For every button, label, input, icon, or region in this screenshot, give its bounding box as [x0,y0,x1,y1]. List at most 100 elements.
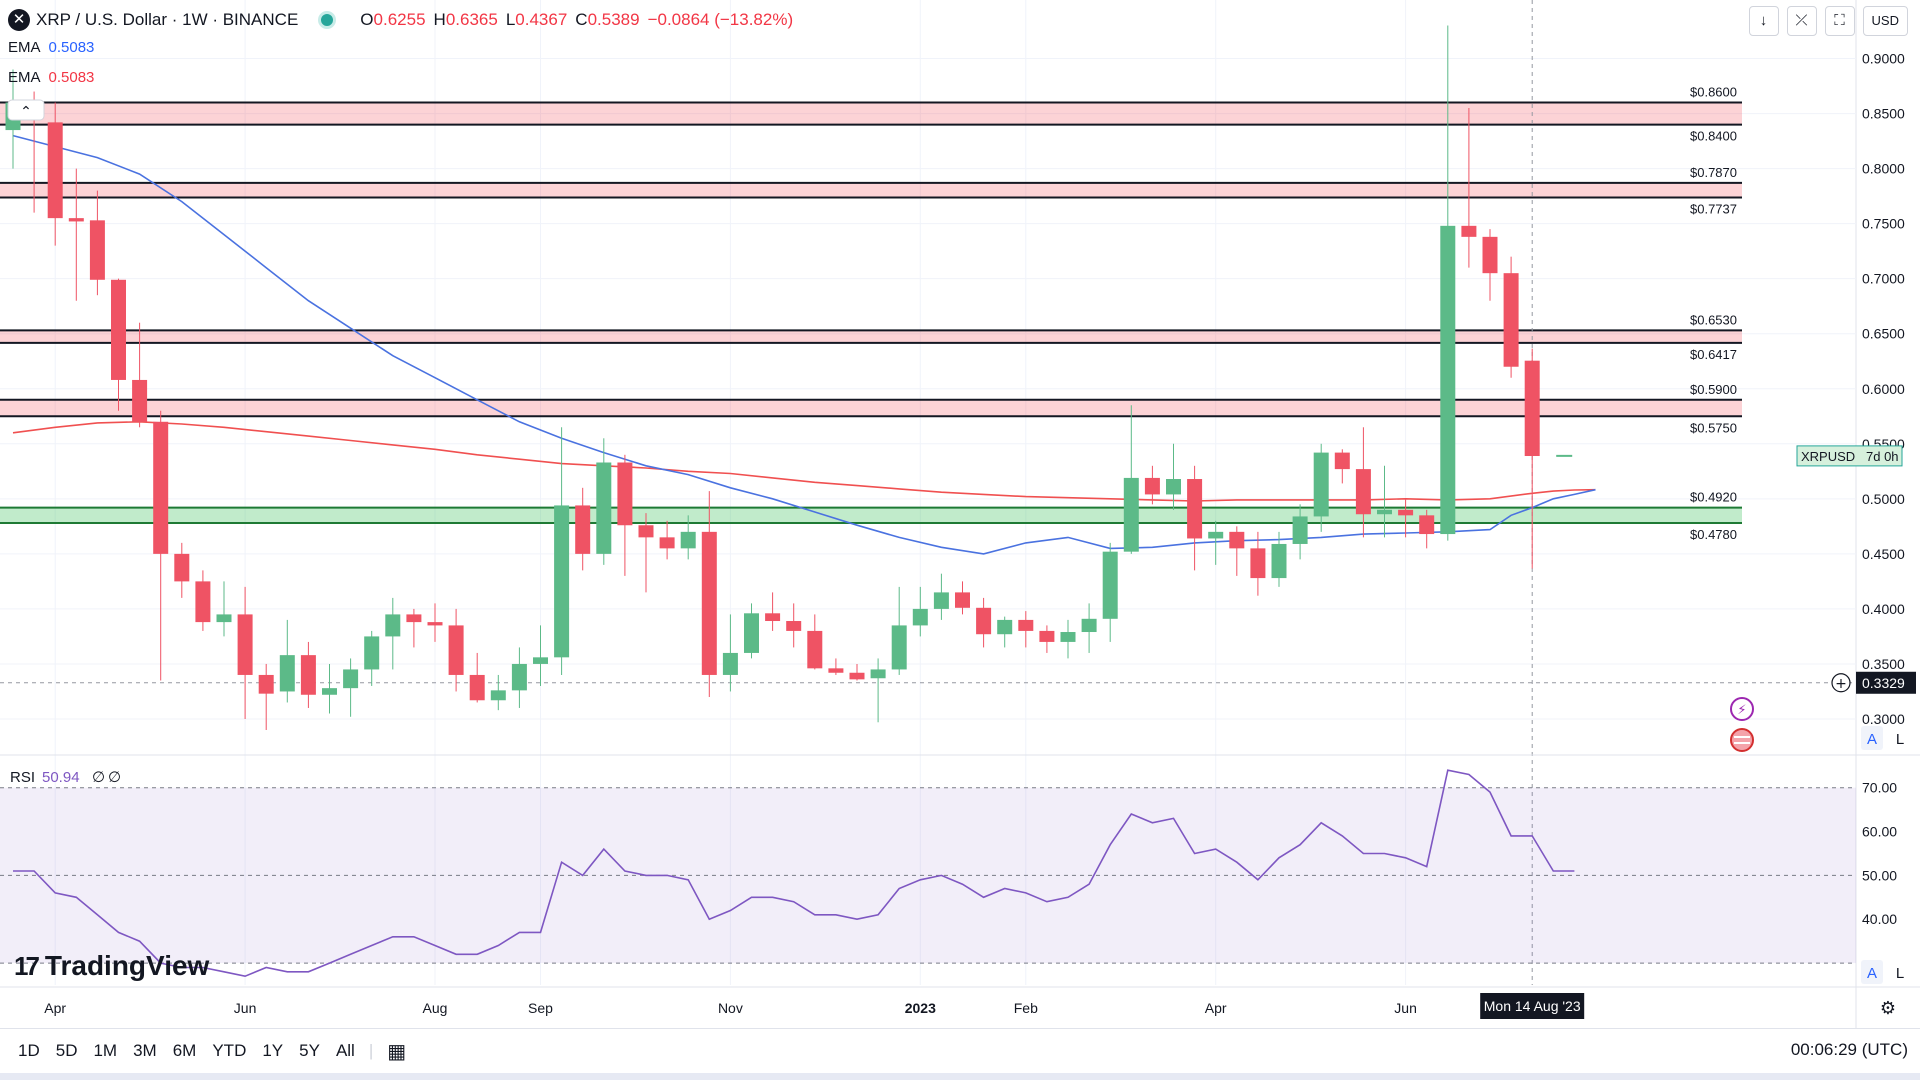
tf-1d[interactable]: 1D [18,1041,40,1060]
candle[interactable] [343,669,359,689]
collapse-legend-button[interactable] [7,99,45,121]
tf-5y[interactable]: 5Y [299,1041,320,1060]
tf-5d[interactable]: 5D [55,1041,78,1060]
candle[interactable] [765,613,781,622]
candle[interactable] [153,421,169,554]
candle[interactable] [744,613,759,653]
candle[interactable] [258,674,274,694]
candle[interactable] [511,663,527,691]
symbol-title[interactable]: XRP / U.S. Dollar · 1W · BINANCE [36,10,299,29]
candle[interactable] [1250,548,1266,579]
currency-selector[interactable]: USD [1862,6,1908,36]
candle[interactable] [976,607,992,635]
candle[interactable] [722,652,738,675]
us-flag-event-icon[interactable] [1730,728,1754,752]
candle[interactable] [891,625,907,670]
tf-all[interactable]: All [335,1041,355,1060]
price-chart[interactable]: 0.9000 0.8500 0.8000 0.7500 0.7000 0.6500 0.60… [0,0,1920,1028]
tf-ytd[interactable]: YTD [212,1041,247,1060]
candle[interactable] [47,122,63,219]
candle[interactable] [216,614,232,623]
candle[interactable] [1271,543,1287,579]
candle[interactable] [385,614,401,637]
candle[interactable] [1102,551,1118,619]
candle[interactable] [1166,479,1181,495]
candle[interactable] [364,636,380,670]
candle[interactable] [659,537,675,549]
candle[interactable] [786,621,802,631]
candle[interactable] [1313,452,1329,517]
utc-clock[interactable]: 00:06:29 (UTC) [1790,1040,1908,1059]
fullscreen-icon[interactable]: ⛶ [1824,6,1855,36]
candle[interactable] [300,655,316,695]
market-status-icon[interactable] [318,11,337,29]
candle[interactable] [469,674,485,701]
candle[interactable] [1039,630,1055,642]
candle[interactable] [174,553,190,582]
tf-6m[interactable]: 6M [172,1041,197,1060]
symbol-row[interactable]: ✕ XRP / U.S. Dollar · 1W · BINANCE O 0.62… [8,8,793,32]
candle[interactable] [1419,515,1435,535]
resistance-zone[interactable] [0,182,1742,198]
candle[interactable] [322,688,337,695]
lightning-event-icon[interactable] [1730,697,1754,721]
candle[interactable] [807,630,823,669]
candle[interactable] [575,505,591,554]
candle[interactable] [1144,477,1160,495]
candle[interactable] [1461,225,1477,237]
candle[interactable] [997,619,1013,635]
candle[interactable] [1208,531,1224,539]
candle[interactable] [870,669,886,679]
candle[interactable] [490,690,506,701]
candle[interactable] [955,592,970,608]
resistance-zone[interactable] [0,399,1742,417]
candle[interactable] [1060,632,1076,642]
resistance-zone[interactable] [0,102,1742,125]
down-arrow-icon[interactable]: ↓ [1748,6,1779,36]
candle[interactable] [1524,360,1540,457]
settings-gear-icon[interactable]: ⚙ [1880,998,1896,1019]
tf-3m[interactable]: 3M [133,1041,157,1060]
candle[interactable] [1081,618,1097,633]
candle[interactable] [1503,273,1519,367]
candle[interactable] [406,614,422,623]
rsi-log-scale-label[interactable]: L [1896,965,1904,982]
candle[interactable] [1229,531,1245,549]
auto-scale-button[interactable] [1861,726,1883,750]
candle[interactable] [638,525,654,538]
candle[interactable] [1292,516,1308,544]
candle[interactable] [828,668,844,673]
add-alert-icon[interactable] [1831,673,1851,693]
candle[interactable] [701,531,717,675]
candle[interactable] [1187,479,1203,539]
candle[interactable] [1377,509,1392,515]
candle[interactable] [448,625,464,675]
log-scale-label[interactable]: L [1896,731,1904,748]
candle[interactable] [195,581,211,623]
ema-red-row[interactable]: EMA 0.5083 [8,62,793,92]
rsi-auto-scale-button[interactable] [1861,960,1883,984]
candle[interactable] [237,614,253,675]
ema-blue-row[interactable]: EMA 0.5083 [8,32,793,62]
collapse-icon[interactable]: ⤫ [1786,6,1817,36]
candle[interactable] [554,505,570,658]
candle[interactable] [1018,619,1034,631]
candle[interactable] [849,672,865,680]
symbol-tag[interactable] [1796,445,1903,467]
resistance-zone[interactable] [0,330,1742,343]
candle[interactable] [1398,509,1414,516]
candle[interactable] [680,531,696,549]
candle[interactable] [68,218,84,222]
calendar-icon[interactable]: ▦ [387,1040,407,1063]
tf-1m[interactable]: 1M [93,1041,118,1060]
candle[interactable] [933,592,949,609]
candle[interactable] [132,379,148,422]
rsi-label[interactable]: RSI [10,769,35,786]
candle[interactable] [533,657,548,664]
candle[interactable] [111,279,126,380]
price-line-label-box[interactable] [1856,671,1916,694]
candle[interactable] [1440,225,1456,535]
candle[interactable] [279,655,295,692]
candle[interactable] [1334,452,1350,470]
chevron-up-icon[interactable]: ⌃ [20,104,32,120]
